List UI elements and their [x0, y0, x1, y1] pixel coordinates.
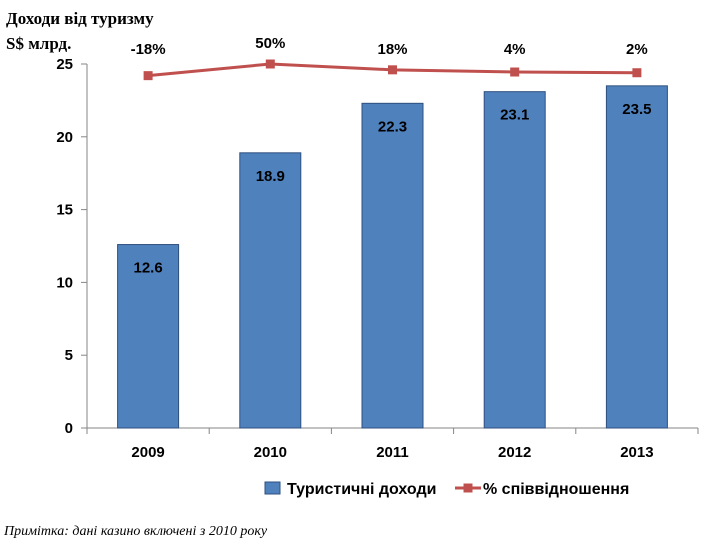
y-tick-label: 10 [56, 274, 73, 291]
percent-label: -18% [131, 41, 166, 58]
legend-line-marker [463, 483, 473, 493]
y-axis-title-line-2: S$ млрд. [6, 34, 71, 53]
legend-line-label: % співвідношення [483, 481, 629, 498]
y-tick-label: 20 [56, 129, 73, 146]
percent-label: 18% [377, 41, 407, 58]
percent-label: 50% [255, 35, 285, 52]
x-axis: 2009 2010 2011 2012 2013 [86, 427, 699, 461]
percent-marker [388, 65, 397, 75]
y-axis: 0 5 10 15 20 25 [56, 56, 88, 437]
bar [239, 152, 302, 429]
footnote: Примітка: дані казино включені з 2010 ро… [4, 524, 268, 539]
x-tick-label: 2012 [498, 444, 531, 461]
percent-marker [632, 68, 642, 78]
bar [605, 85, 668, 429]
percent-marker [510, 67, 520, 77]
bar [483, 91, 546, 429]
x-tick-label: 2011 [376, 444, 409, 461]
x-tick-label: 2009 [131, 444, 164, 461]
y-tick-label: 15 [56, 202, 73, 219]
percent-marker [265, 59, 275, 69]
percent-marker [143, 71, 153, 81]
y-tick-label: 25 [56, 56, 73, 73]
bar-value-label: 22.3 [378, 118, 407, 135]
y-tick-label: 5 [65, 347, 73, 364]
bar-value-label: 18.9 [256, 168, 285, 185]
legend: Туристичні доходи % співвідношення [264, 481, 629, 498]
bar [361, 102, 424, 429]
line-series: -18% 50% 18% 4% 2% [131, 35, 648, 81]
bar-value-label: 12.6 [133, 260, 162, 277]
legend-bar-label: Туристичні доходи [287, 481, 436, 498]
percent-label: 2% [626, 41, 648, 58]
legend-bar-swatch [264, 481, 281, 495]
bar-series: 12.6 18.9 22.3 23.1 23.5 [117, 85, 668, 429]
bar-value-label: 23.1 [500, 107, 529, 124]
bar-value-label: 23.5 [622, 101, 651, 118]
y-tick-label: 0 [65, 420, 73, 437]
percent-label: 4% [504, 41, 526, 58]
x-tick-label: 2013 [620, 444, 653, 461]
y-axis-title-line-1: Доходи від туризму [6, 9, 154, 28]
x-tick-label: 2010 [254, 444, 287, 461]
bar [117, 244, 180, 429]
